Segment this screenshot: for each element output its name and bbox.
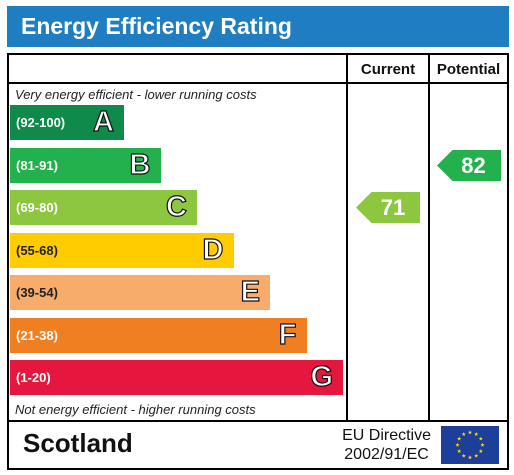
band-g-range: (1-20) [16, 370, 51, 385]
eu-star-icon [474, 453, 479, 458]
eu-star-icon [461, 453, 466, 458]
band-g-letter: G [310, 360, 334, 393]
band-f-letter: F [278, 318, 297, 351]
current-rating-value: 71 [380, 195, 406, 220]
current-marker-shape [356, 192, 420, 223]
band-a: (92-100) A [10, 105, 124, 140]
band-d-range: (55-68) [16, 242, 58, 258]
footer: Scotland EU Directive 2002/91/EC [7, 422, 509, 470]
band-c-letter: C [165, 190, 187, 223]
eu-star-icon [478, 436, 483, 441]
country-label: Scotland [23, 428, 133, 458]
rating-table: Current Potential Very energy efficient … [7, 53, 509, 422]
current-column-header: Current [360, 61, 416, 78]
eu-star-icon [455, 442, 460, 447]
band-f-range: (21-38) [16, 327, 58, 343]
directive-line-2: 2002/91/EC [344, 446, 429, 463]
potential-rating-marker: 82 [436, 149, 501, 181]
band-e-range: (39-54) [16, 285, 58, 300]
band-e: (39-54) E [10, 275, 270, 310]
potential-rating-value: 82 [461, 152, 486, 178]
band-d-letter: D [202, 233, 224, 266]
band-e-letter: E [240, 275, 261, 308]
chart-title: Energy Efficiency Rating [7, 6, 509, 47]
eu-star-icon [457, 449, 462, 454]
top-caption: Very energy efficient - lower running co… [15, 87, 257, 102]
header-row-divider [9, 82, 507, 84]
band-f: (21-38) F [10, 317, 307, 353]
directive-line-1: EU Directive [342, 427, 431, 444]
eu-star-icon [467, 430, 473, 435]
bottom-caption: Not energy efficient - higher running co… [15, 402, 256, 417]
band-b: (81-91) B [10, 147, 161, 183]
eu-star-icon [480, 442, 485, 447]
eu-star-icon [478, 449, 483, 454]
column-divider-potential [428, 55, 430, 420]
potential-column-header: Potential [436, 61, 501, 78]
band-c-range: (69-80) [16, 200, 58, 215]
potential-marker-shape [436, 149, 501, 181]
band-b-range: (81-91) [16, 157, 58, 173]
band-g: (1-20) G [10, 360, 343, 395]
eu-directive: EU Directive 2002/91/EC [342, 426, 431, 464]
eu-flag-icon [441, 426, 499, 464]
band-b-letter: B [129, 148, 151, 181]
eu-star-icon [467, 455, 473, 460]
eu-star-icon [474, 431, 479, 436]
band-d: (55-68) D [10, 232, 234, 268]
column-divider-current [346, 55, 348, 420]
band-c: (69-80) C [10, 190, 197, 225]
band-a-letter: A [92, 105, 114, 138]
band-a-range: (92-100) [16, 115, 66, 130]
eu-star-icon [457, 436, 462, 441]
current-rating-marker: 71 [356, 192, 420, 223]
eu-star-icon [461, 431, 466, 436]
